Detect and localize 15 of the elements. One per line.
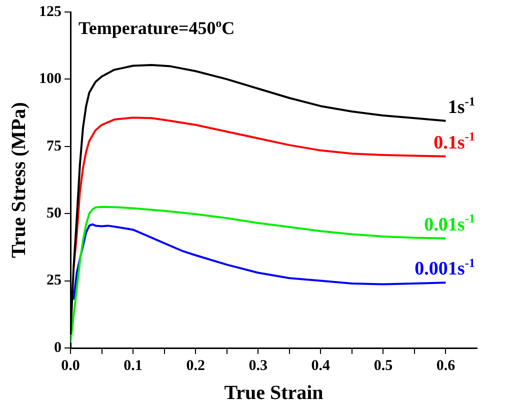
x-axis-title: True Strain: [224, 382, 324, 404]
x-tick-label: 0.0: [61, 358, 80, 374]
x-tick-label: 0.2: [186, 358, 205, 374]
y-tick-label: 75: [46, 138, 62, 154]
x-tick-label: 0.6: [436, 358, 456, 374]
x-tick-label: 0.3: [248, 358, 268, 374]
x-tick-label: 0.5: [374, 358, 393, 374]
x-tick-label: 0.4: [311, 358, 331, 374]
y-axis-title: True Stress (MPa): [8, 102, 30, 258]
y-tick-label: 125: [39, 4, 62, 20]
y-tick-label: 100: [39, 71, 62, 88]
y-tick-label: 25: [46, 272, 62, 289]
y-tick-label: 50: [46, 205, 62, 222]
y-tick-label: 0: [54, 340, 62, 356]
x-tick-label: 0.1: [124, 358, 142, 374]
